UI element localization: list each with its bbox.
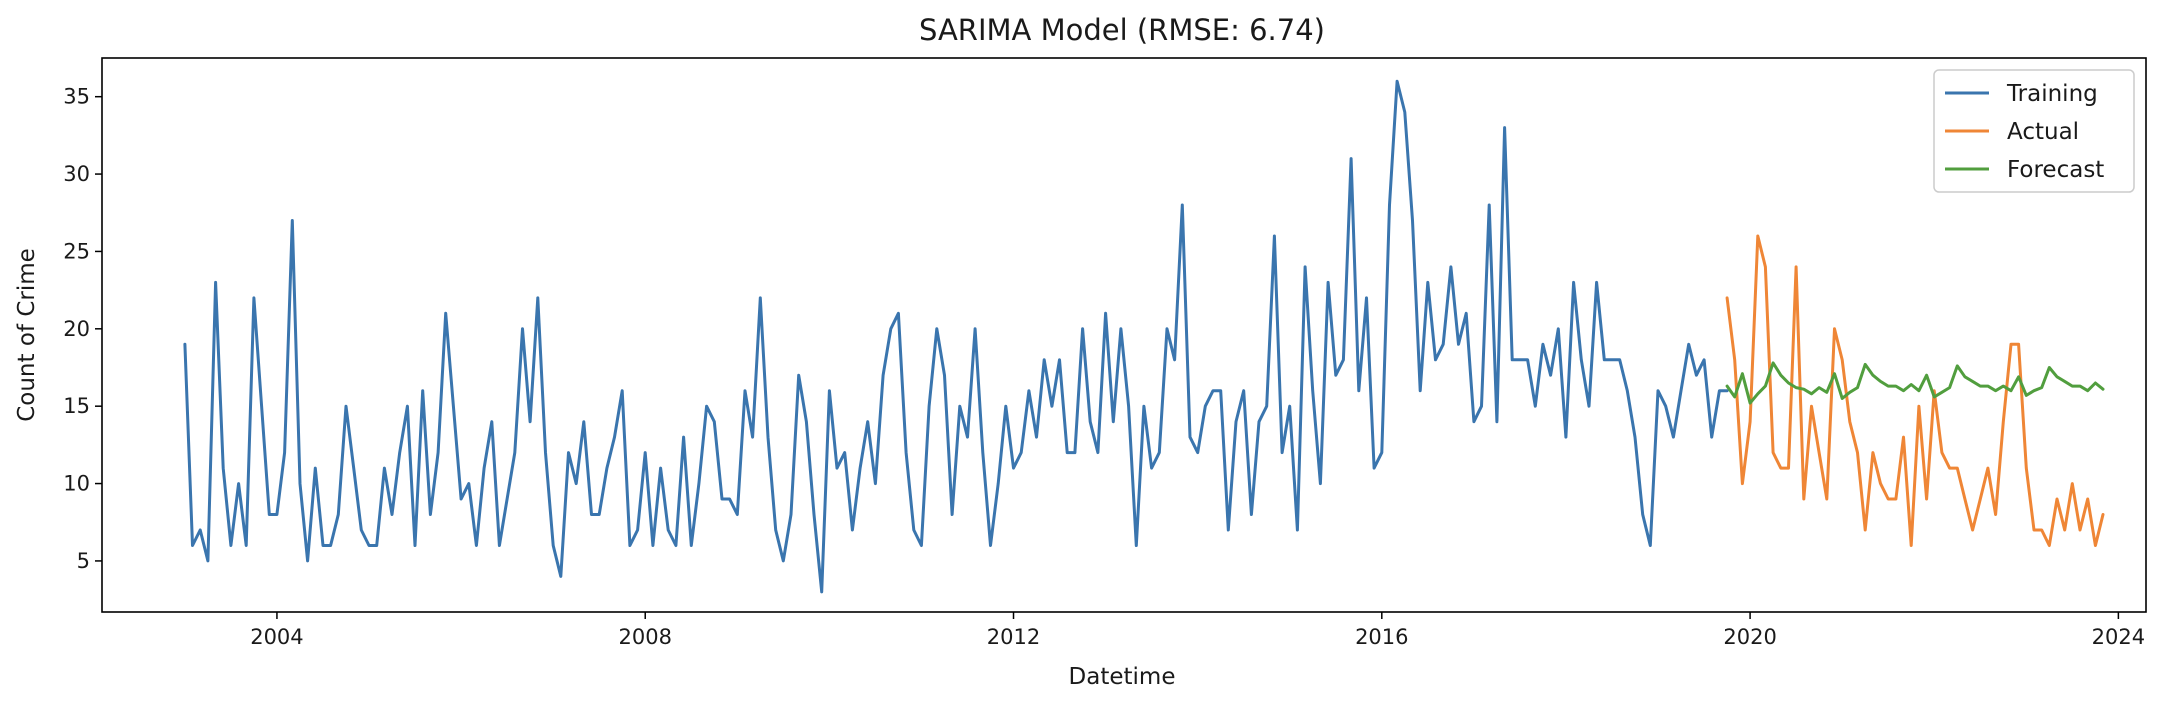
series-line-training xyxy=(183,79,1729,594)
legend-box xyxy=(1933,69,2135,193)
chart-title: SARIMA Model (RMSE: 6.74) xyxy=(919,13,1325,47)
y-tick-label: 30 xyxy=(63,162,90,186)
y-tick-label: 15 xyxy=(63,394,90,418)
y-tick-label: 5 xyxy=(77,549,90,573)
legend-label-training: Training xyxy=(2006,81,2098,107)
y-tick-label: 20 xyxy=(63,317,90,341)
y-axis: 5 10 15 20 25 30 35 xyxy=(63,85,102,573)
x-tick-label: 2008 xyxy=(618,625,671,649)
series-layer xyxy=(183,79,2105,594)
legend-label-forecast: Forecast xyxy=(2007,157,2104,183)
x-tick-label: 2012 xyxy=(987,625,1040,649)
x-tick-label: 2004 xyxy=(250,625,303,649)
series-line-actual xyxy=(1725,234,2105,547)
legend-label-actual: Actual xyxy=(2007,119,2079,145)
x-axis-label: Datetime xyxy=(1069,664,1176,690)
y-tick-label: 35 xyxy=(63,85,90,109)
x-tick-label: 2016 xyxy=(1355,625,1408,649)
y-tick-label: 25 xyxy=(63,239,90,263)
plot-frame xyxy=(101,57,2147,613)
x-axis: 2004 2008 2012 2016 2020 2024 xyxy=(250,612,2145,649)
series-line-forecast xyxy=(1725,361,2105,405)
y-tick-label: 10 xyxy=(63,472,90,496)
x-tick-label: 2024 xyxy=(2092,625,2145,649)
x-tick-label: 2020 xyxy=(1723,625,1776,649)
legend: Training Actual Forecast xyxy=(1933,69,2135,193)
y-axis-label: Count of Crime xyxy=(14,248,40,422)
